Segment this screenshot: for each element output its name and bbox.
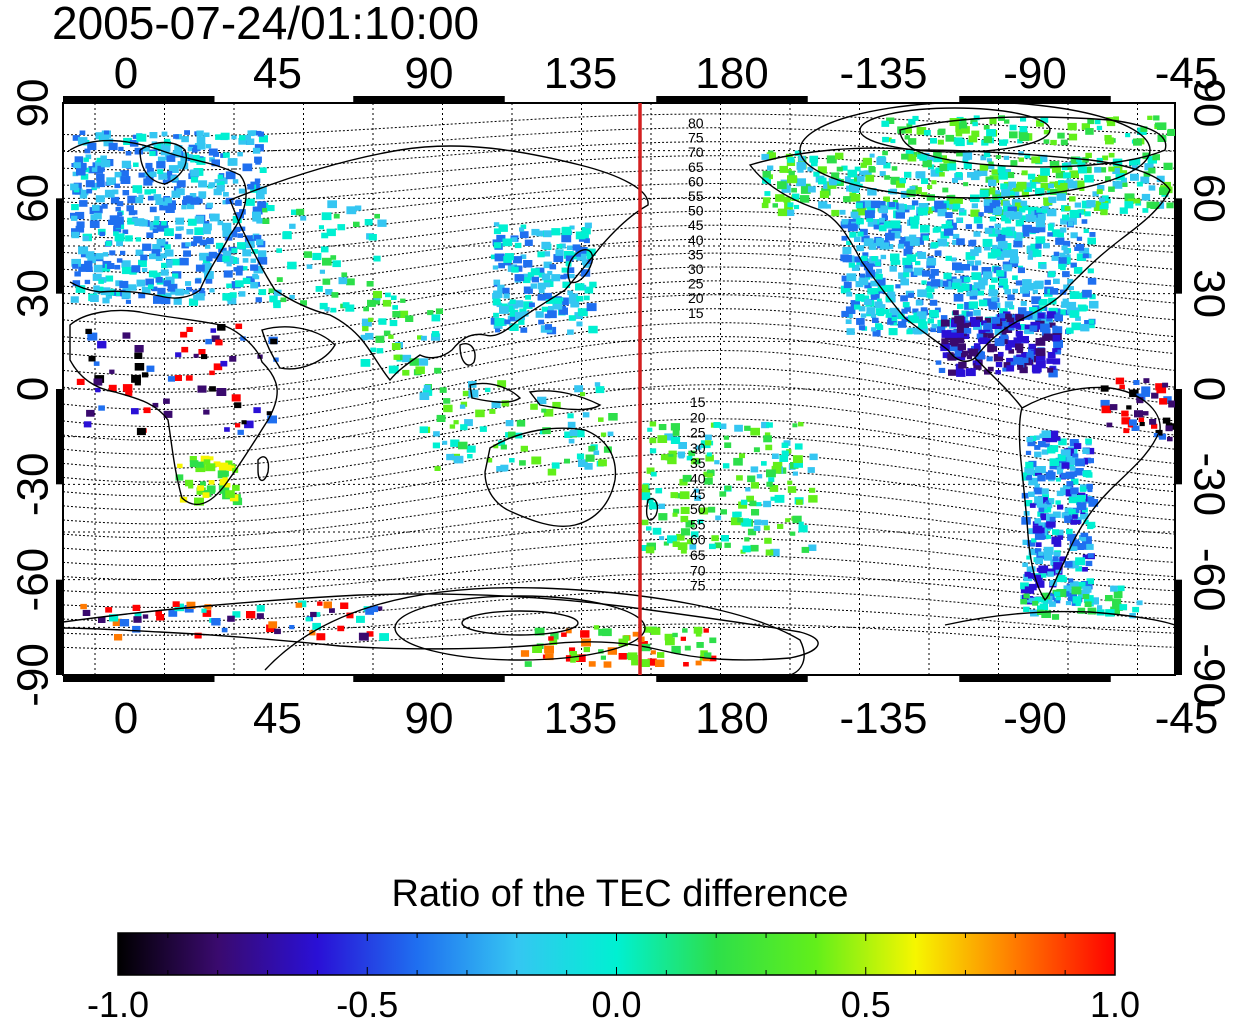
lon-label-top: -45 xyxy=(1155,49,1219,98)
contour-label-upper: 80 xyxy=(688,115,704,131)
lat-label-left: 90 xyxy=(9,79,58,128)
lat-label-right: 60 xyxy=(1184,174,1233,223)
lon-label-top: 180 xyxy=(695,49,768,98)
contour-label-lower: 30 xyxy=(690,440,706,456)
contour-label-lower: 40 xyxy=(690,471,706,487)
contour-label-lower: 45 xyxy=(690,486,706,502)
latitude-labels-right: 90 60 30 0 -30 -60 -90 xyxy=(1184,79,1233,707)
colorbar-tick-label: 1.0 xyxy=(1089,984,1141,1025)
lon-label-bottom: 90 xyxy=(405,694,454,743)
colorbar-tick-label: 0.5 xyxy=(840,984,891,1025)
contour-label-upper: 70 xyxy=(688,144,704,160)
contour-label-lower: 25 xyxy=(690,425,706,441)
tec-ratio-patches xyxy=(70,115,1175,668)
lon-label-top: -90 xyxy=(1003,49,1067,98)
contour-label-lower: 60 xyxy=(690,532,706,548)
contour-label-lower: 70 xyxy=(690,562,706,578)
contour-label-upper: 25 xyxy=(688,276,704,292)
lon-label-bottom: 135 xyxy=(544,694,617,743)
lon-label-top: 90 xyxy=(405,49,454,98)
contour-label-upper: 45 xyxy=(688,217,704,233)
contour-label-lower: 65 xyxy=(690,547,706,563)
contour-label-upper: 35 xyxy=(688,246,704,262)
colorbar-tick-label: 0.0 xyxy=(591,984,642,1025)
frame-tick-bars xyxy=(56,96,1182,682)
lon-label-top: 135 xyxy=(544,49,617,98)
contour-label-upper: 55 xyxy=(688,188,704,204)
colorbar-title: Ratio of the TEC difference xyxy=(391,873,849,915)
lat-label-left: 0 xyxy=(9,377,58,401)
lat-label-right: 90 xyxy=(1184,79,1233,128)
lon-label-top: -135 xyxy=(839,49,927,98)
contour-label-upper: 50 xyxy=(688,203,704,219)
lon-label-bottom: -90 xyxy=(1003,694,1067,743)
lat-label-right: -30 xyxy=(1184,453,1233,517)
timestamp-title: 2005-07-24/01:10:00 xyxy=(52,0,480,49)
contour-labels: 8075706560555045403530252015152025303540… xyxy=(688,115,706,594)
lat-label-left: -90 xyxy=(9,643,58,707)
contour-label-lower: 20 xyxy=(690,409,706,425)
contour-label-lower: 55 xyxy=(690,516,706,532)
lon-label-top: 45 xyxy=(253,49,302,98)
contour-label-lower: 50 xyxy=(690,501,706,517)
magnetic-pole-contours xyxy=(264,103,1151,675)
lat-label-right: 30 xyxy=(1184,269,1233,318)
lon-label-bottom: -135 xyxy=(839,694,927,743)
lat-label-right: -90 xyxy=(1184,643,1233,707)
lon-label-bottom: 180 xyxy=(695,694,768,743)
colorbar-tick-label: -0.5 xyxy=(336,984,399,1025)
lat-label-left: 60 xyxy=(9,174,58,223)
lat-label-left: -30 xyxy=(9,453,58,517)
contour-label-upper: 20 xyxy=(688,290,704,306)
latitude-labels-left: 90 60 30 0 -30 -60 -90 xyxy=(9,79,58,707)
contour-label-upper: 40 xyxy=(688,232,704,248)
colorbar-ticks xyxy=(117,933,1116,975)
contour-label-upper: 30 xyxy=(688,261,704,277)
contour-label-lower: 15 xyxy=(690,394,706,410)
lat-label-right: 0 xyxy=(1184,377,1233,401)
lat-label-left: 30 xyxy=(9,269,58,318)
contour-label-upper: 60 xyxy=(688,173,704,189)
lat-label-right: -60 xyxy=(1184,548,1233,612)
coastlines xyxy=(63,116,1175,661)
longitude-labels-bottom: 0 45 90 135 180 -135 -90 -45 xyxy=(114,694,1219,743)
longitude-labels-top: 0 45 90 135 180 -135 -90 -45 xyxy=(114,49,1219,98)
contour-label-upper: 65 xyxy=(688,159,704,175)
contour-label-lower: 75 xyxy=(690,578,706,594)
colorbar-tick-label: -1.0 xyxy=(86,984,150,1025)
lon-label-bottom: 0 xyxy=(114,694,138,743)
contour-label-lower: 35 xyxy=(690,455,706,471)
lon-label-bottom: -45 xyxy=(1155,694,1219,743)
lon-label-bottom: 45 xyxy=(253,694,302,743)
lat-label-left: -60 xyxy=(9,548,58,612)
contour-label-upper: 75 xyxy=(688,130,704,146)
contour-label-upper: 15 xyxy=(688,305,704,321)
lon-label-top: 0 xyxy=(114,49,138,98)
